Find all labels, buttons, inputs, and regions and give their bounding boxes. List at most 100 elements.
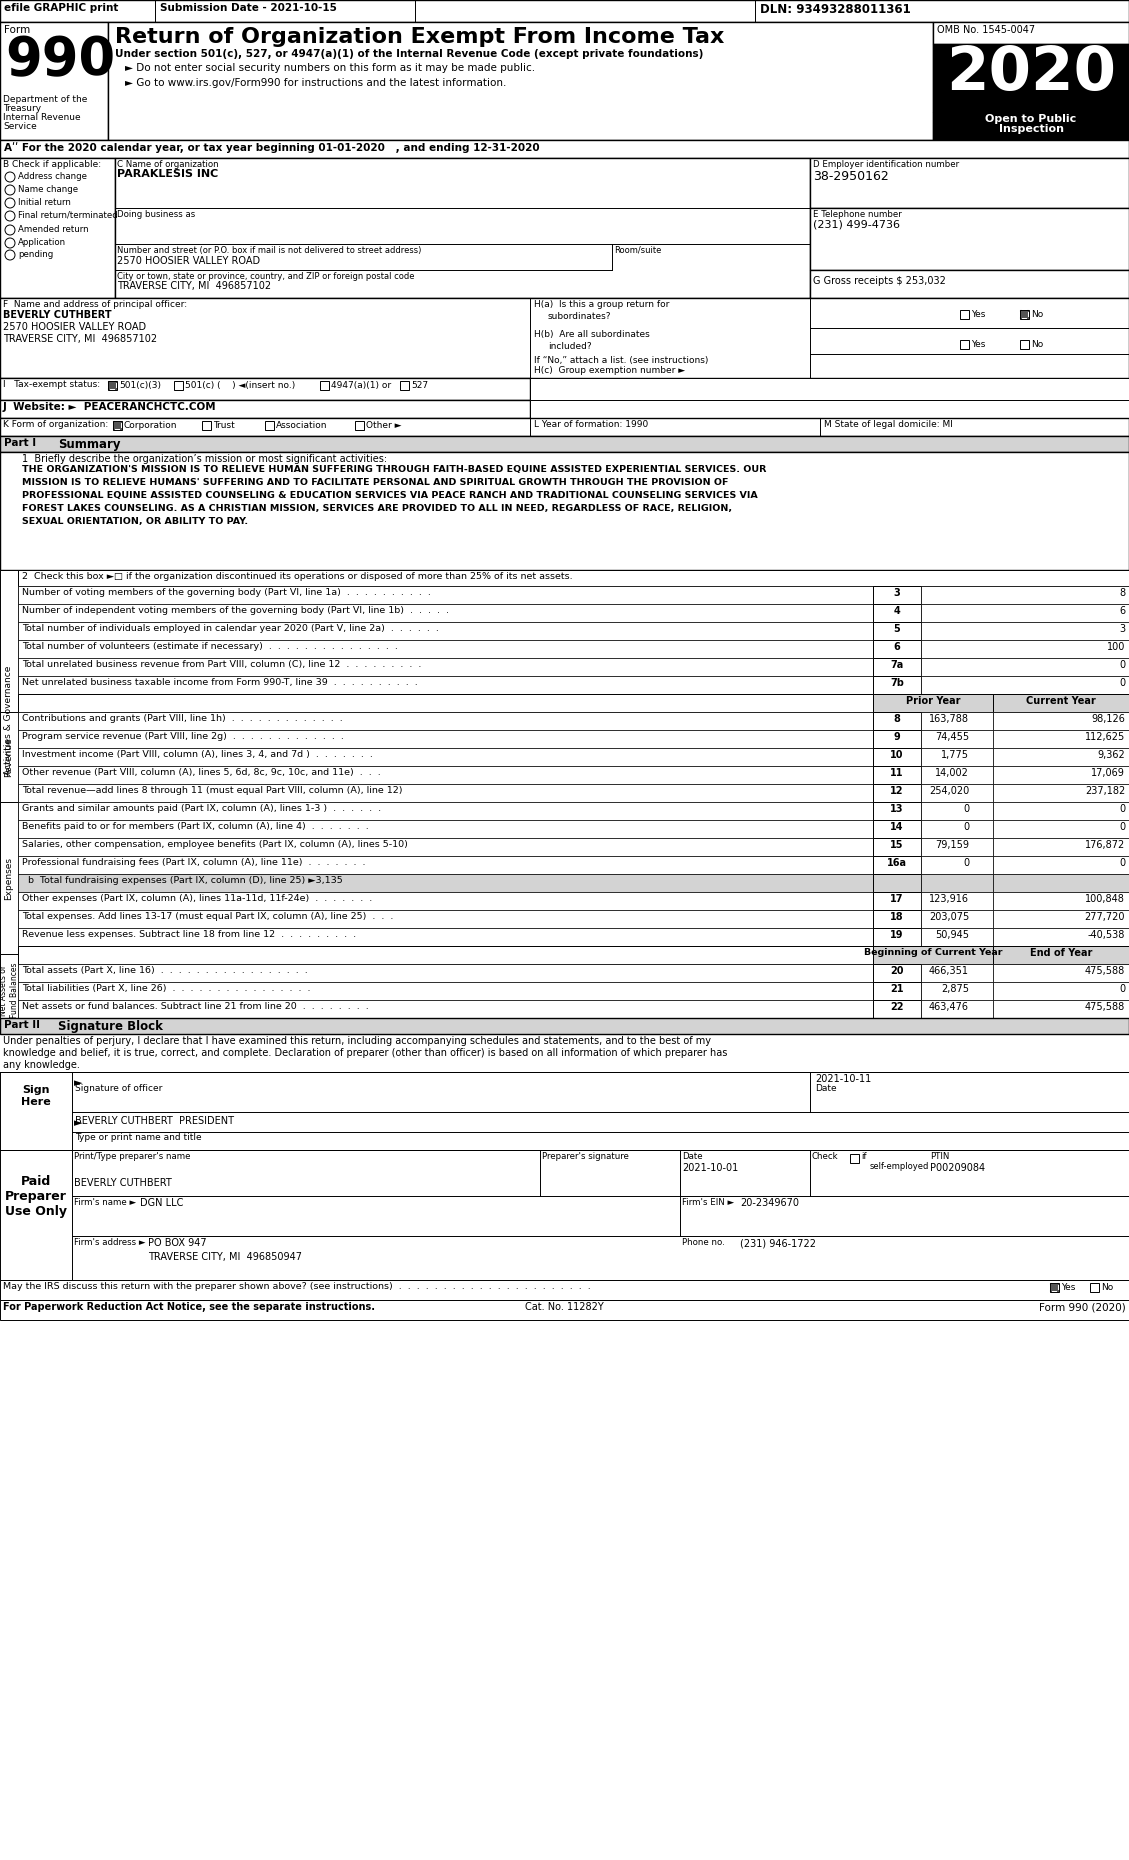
- Bar: [873, 785, 921, 802]
- Text: 8: 8: [1119, 588, 1124, 599]
- Text: 0: 0: [1119, 660, 1124, 670]
- Text: 0: 0: [1119, 822, 1124, 831]
- Bar: [809, 158, 1129, 208]
- Bar: [18, 856, 873, 874]
- Bar: [921, 1001, 994, 1017]
- Text: Date: Date: [682, 1151, 702, 1161]
- Bar: [873, 729, 921, 748]
- Text: DLN: 93493288011361: DLN: 93493288011361: [760, 4, 911, 17]
- Bar: [921, 856, 994, 874]
- Bar: [0, 158, 115, 298]
- Text: Beginning of Current Year: Beginning of Current Year: [864, 949, 1003, 958]
- Text: H(c)  Group exemption number ►: H(c) Group exemption number ►: [534, 366, 685, 376]
- Text: 15: 15: [891, 841, 903, 850]
- Text: Activities & Governance: Activities & Governance: [5, 666, 14, 774]
- Bar: [994, 820, 1129, 839]
- Text: 0: 0: [1119, 984, 1124, 993]
- Text: 16a: 16a: [887, 857, 907, 869]
- Bar: [18, 675, 873, 694]
- Text: Type or print name and title: Type or print name and title: [75, 1133, 202, 1142]
- Text: 2020: 2020: [946, 45, 1115, 102]
- Text: 237,182: 237,182: [1085, 787, 1124, 796]
- Bar: [921, 621, 1129, 640]
- Text: Contributions and grants (Part VIII, line 1h)  .  .  .  .  .  .  .  .  .  .  .  : Contributions and grants (Part VIII, lin…: [21, 714, 343, 724]
- Text: Treasury: Treasury: [3, 104, 41, 113]
- Text: BEVERLY CUTHBERT  PRESIDENT: BEVERLY CUTHBERT PRESIDENT: [75, 1116, 234, 1125]
- Bar: [873, 893, 921, 910]
- Bar: [0, 569, 18, 870]
- Text: Current Year: Current Year: [1026, 696, 1096, 707]
- Text: Submission Date - 2021-10-15: Submission Date - 2021-10-15: [160, 4, 336, 13]
- Bar: [921, 640, 1129, 658]
- Text: 20-2349670: 20-2349670: [739, 1198, 799, 1207]
- Text: Revenue less expenses. Subtract line 18 from line 12  .  .  .  .  .  .  .  .  .: Revenue less expenses. Subtract line 18 …: [21, 930, 356, 939]
- Text: 112,625: 112,625: [1085, 733, 1124, 742]
- Text: 277,720: 277,720: [1085, 911, 1124, 923]
- Bar: [921, 874, 994, 893]
- Text: Preparer's signature: Preparer's signature: [542, 1151, 629, 1161]
- Bar: [1019, 340, 1029, 350]
- Bar: [873, 675, 921, 694]
- Text: Association: Association: [275, 420, 327, 430]
- Bar: [873, 621, 921, 640]
- Text: Number and street (or P.O. box if mail is not delivered to street address): Number and street (or P.O. box if mail i…: [117, 246, 421, 255]
- Bar: [921, 586, 1129, 604]
- Text: 254,020: 254,020: [929, 787, 969, 796]
- Bar: [0, 22, 108, 140]
- Bar: [18, 928, 873, 947]
- Bar: [994, 928, 1129, 947]
- Text: Firm's name ►: Firm's name ►: [75, 1198, 137, 1207]
- Text: Trust: Trust: [213, 420, 235, 430]
- Bar: [1019, 311, 1029, 320]
- Text: Firm's EIN ►: Firm's EIN ►: [682, 1198, 734, 1207]
- Text: J  Website: ►  PEACERANCHCTC.COM: J Website: ► PEACERANCHCTC.COM: [3, 402, 217, 413]
- Text: Net unrelated business taxable income from Form 990-T, line 39  .  .  .  .  .  .: Net unrelated business taxable income fr…: [21, 679, 418, 686]
- Text: 100,848: 100,848: [1085, 895, 1124, 904]
- Text: Total unrelated business revenue from Part VIII, column (C), line 12  .  .  .  .: Total unrelated business revenue from Pa…: [21, 660, 421, 670]
- Text: 990: 990: [5, 33, 115, 86]
- Bar: [933, 112, 1129, 140]
- Text: Net Assets or
Fund Balances: Net Assets or Fund Balances: [0, 962, 19, 1017]
- Bar: [873, 856, 921, 874]
- Text: 0: 0: [1119, 679, 1124, 688]
- Bar: [0, 712, 18, 802]
- Text: ►: ►: [75, 1079, 82, 1088]
- Text: Final return/terminated: Final return/terminated: [18, 210, 117, 219]
- Text: 9,362: 9,362: [1097, 750, 1124, 761]
- Bar: [994, 712, 1129, 729]
- Text: 4947(a)(1) or: 4947(a)(1) or: [331, 381, 391, 391]
- Bar: [1089, 1283, 1099, 1293]
- Text: THE ORGANIZATION'S MISSION IS TO RELIEVE HUMAN SUFFERING THROUGH FAITH-BASED EQU: THE ORGANIZATION'S MISSION IS TO RELIEVE…: [21, 465, 767, 474]
- Text: Initial return: Initial return: [18, 197, 71, 206]
- Bar: [873, 586, 921, 604]
- Text: Address change: Address change: [18, 171, 87, 180]
- Bar: [960, 340, 969, 350]
- Bar: [921, 928, 994, 947]
- Text: PARAKLESIS INC: PARAKLESIS INC: [117, 169, 218, 179]
- Bar: [873, 874, 921, 893]
- Bar: [994, 802, 1129, 820]
- Text: 17: 17: [891, 895, 903, 904]
- Text: If “No,” attach a list. (see instructions): If “No,” attach a list. (see instruction…: [534, 355, 708, 365]
- Text: 475,588: 475,588: [1085, 965, 1124, 976]
- Text: PROFESSIONAL EQUINE ASSISTED COUNSELING & EDUCATION SERVICES VIA PEACE RANCH AND: PROFESSIONAL EQUINE ASSISTED COUNSELING …: [21, 491, 758, 500]
- Text: Revenue: Revenue: [5, 737, 14, 777]
- Text: 2  Check this box ►□ if the organization discontinued its operations or disposed: 2 Check this box ►□ if the organization …: [21, 573, 572, 580]
- Bar: [18, 748, 873, 766]
- Text: L Year of formation: 1990: L Year of formation: 1990: [534, 420, 648, 430]
- Bar: [108, 381, 117, 391]
- Text: No: No: [1031, 311, 1043, 320]
- Text: Total number of individuals employed in calendar year 2020 (Part V, line 2a)  . : Total number of individuals employed in …: [21, 623, 439, 632]
- Text: 14,002: 14,002: [935, 768, 969, 777]
- Bar: [18, 729, 873, 748]
- Bar: [921, 963, 994, 982]
- Text: 38-2950162: 38-2950162: [813, 169, 889, 182]
- Text: efile GRAPHIC print: efile GRAPHIC print: [5, 4, 119, 13]
- Bar: [873, 947, 994, 963]
- Text: E Telephone number: E Telephone number: [813, 210, 902, 219]
- Bar: [921, 893, 994, 910]
- Bar: [0, 140, 1129, 158]
- Bar: [994, 856, 1129, 874]
- Bar: [1021, 311, 1029, 318]
- Bar: [994, 874, 1129, 893]
